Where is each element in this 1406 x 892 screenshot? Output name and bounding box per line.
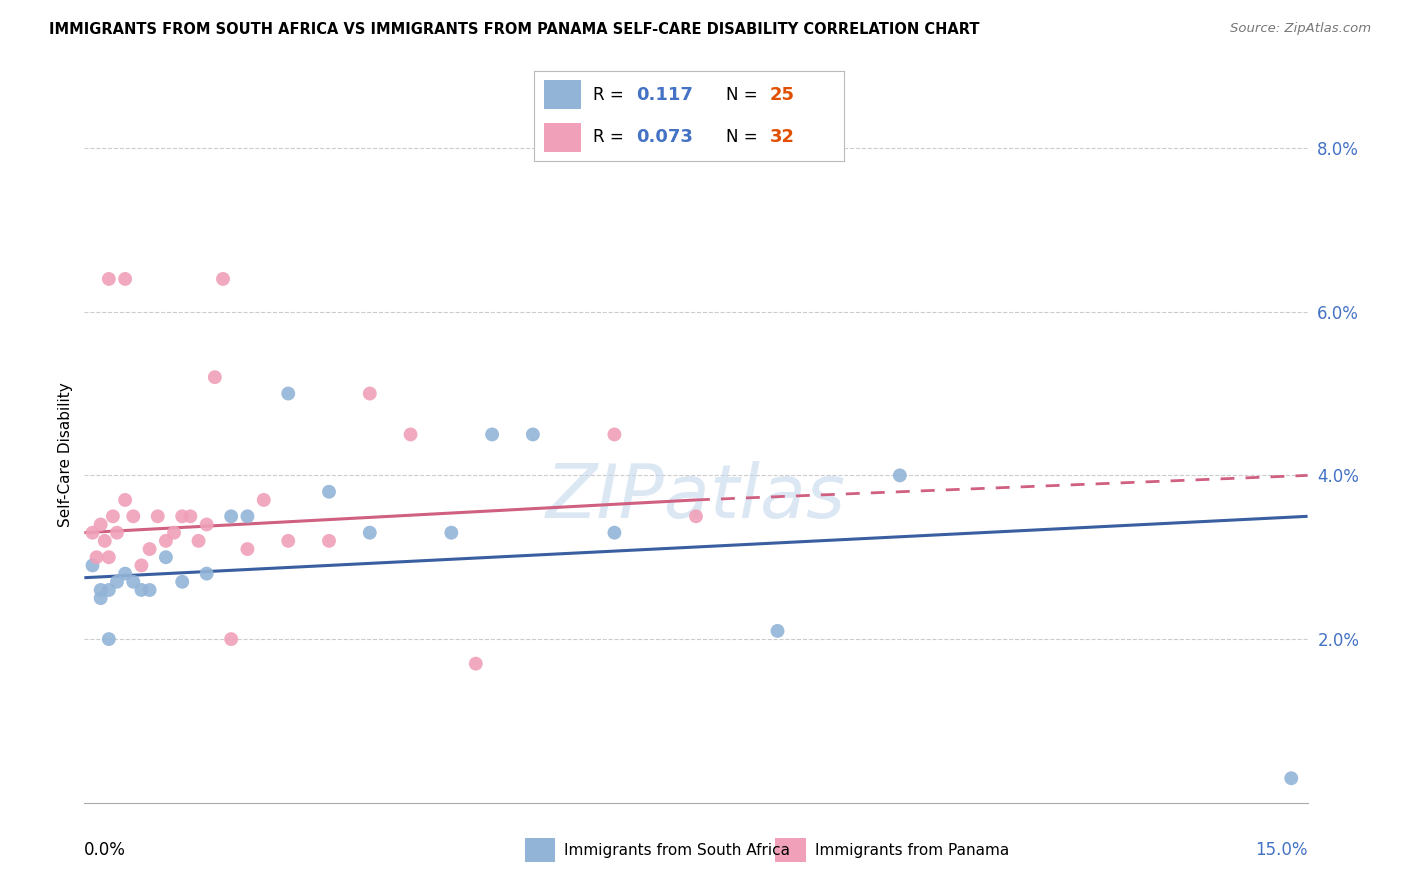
FancyBboxPatch shape: [544, 123, 581, 152]
Point: [90, 582, 112, 597]
Text: 0.0%: 0.0%: [84, 841, 127, 859]
Text: R =: R =: [593, 128, 628, 146]
Point: [766, 624, 789, 638]
Text: Immigrants from Panama: Immigrants from Panama: [814, 843, 1010, 857]
Point: [253, 492, 276, 507]
Point: [105, 525, 128, 540]
Text: 15.0%: 15.0%: [1256, 841, 1308, 859]
Point: [1279, 771, 1302, 785]
Point: [93, 533, 115, 548]
Point: [522, 427, 544, 442]
Text: Immigrants from South Africa: Immigrants from South Africa: [564, 843, 790, 857]
Point: [86, 550, 108, 565]
Text: R =: R =: [593, 86, 628, 103]
Point: [359, 525, 381, 540]
Point: [90, 517, 112, 532]
Point: [172, 509, 194, 524]
Point: [101, 509, 124, 524]
Point: [359, 386, 381, 401]
FancyBboxPatch shape: [544, 80, 581, 109]
Point: [219, 509, 242, 524]
Text: 25: 25: [769, 86, 794, 103]
Point: [97, 582, 120, 597]
Y-axis label: Self-Care Disability: Self-Care Disability: [58, 383, 73, 527]
Point: [212, 272, 235, 286]
Point: [889, 468, 911, 483]
Point: [155, 550, 177, 565]
Point: [122, 509, 145, 524]
Point: [114, 492, 136, 507]
Text: 0.073: 0.073: [637, 128, 693, 146]
Text: N =: N =: [725, 128, 763, 146]
Point: [172, 574, 194, 589]
Text: 32: 32: [769, 128, 794, 146]
Point: [219, 632, 242, 646]
Point: [440, 525, 463, 540]
Point: [318, 533, 340, 548]
Point: [236, 509, 259, 524]
Point: [603, 427, 626, 442]
Point: [685, 509, 707, 524]
Point: [155, 533, 177, 548]
FancyBboxPatch shape: [776, 838, 806, 862]
Text: ZIPatlas: ZIPatlas: [546, 460, 846, 533]
Point: [138, 542, 160, 557]
Text: Source: ZipAtlas.com: Source: ZipAtlas.com: [1230, 22, 1371, 36]
Point: [179, 509, 201, 524]
Point: [82, 558, 104, 573]
Point: [277, 533, 299, 548]
Point: [97, 272, 120, 286]
Point: [277, 386, 299, 401]
Point: [236, 542, 259, 557]
Point: [97, 550, 120, 565]
FancyBboxPatch shape: [524, 838, 555, 862]
Point: [97, 632, 120, 646]
Point: [318, 484, 340, 499]
Point: [82, 525, 104, 540]
Text: 0.117: 0.117: [637, 86, 693, 103]
Point: [603, 525, 626, 540]
Point: [90, 591, 112, 606]
Text: N =: N =: [725, 86, 763, 103]
Point: [131, 558, 153, 573]
Point: [131, 582, 153, 597]
Point: [204, 370, 226, 384]
Point: [114, 566, 136, 581]
Point: [138, 582, 160, 597]
Point: [481, 427, 503, 442]
Point: [105, 574, 128, 589]
Point: [195, 566, 218, 581]
Point: [464, 657, 486, 671]
Point: [146, 509, 169, 524]
Point: [163, 525, 186, 540]
Point: [187, 533, 209, 548]
Point: [122, 574, 145, 589]
Point: [195, 517, 218, 532]
Text: IMMIGRANTS FROM SOUTH AFRICA VS IMMIGRANTS FROM PANAMA SELF-CARE DISABILITY CORR: IMMIGRANTS FROM SOUTH AFRICA VS IMMIGRAN…: [49, 22, 980, 37]
Point: [114, 272, 136, 286]
Point: [399, 427, 422, 442]
